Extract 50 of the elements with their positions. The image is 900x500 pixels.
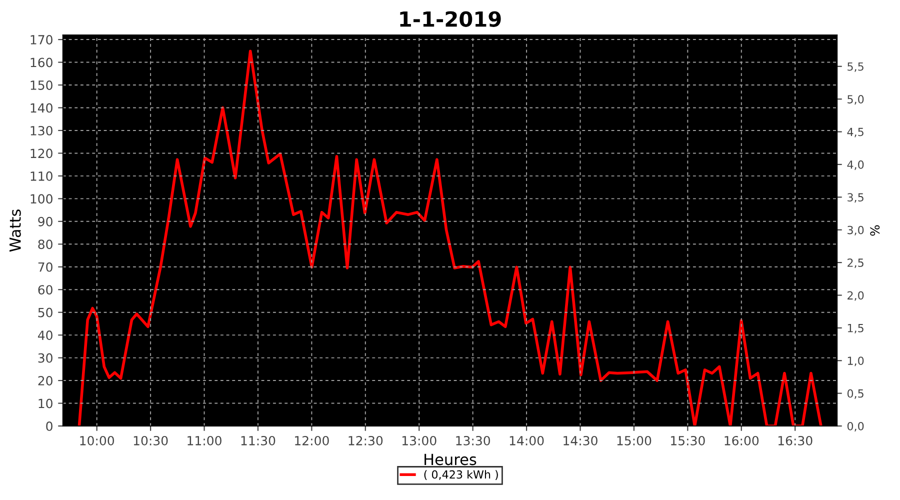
y-tick-label: 50: [38, 308, 52, 318]
y2-tick-label: 1,0: [848, 356, 864, 366]
y-tick-label: 20: [38, 376, 52, 386]
x-tick-label: 12:00: [295, 436, 329, 446]
x-tick-label: 15:00: [617, 436, 652, 446]
y2-tick-label: 1,5: [848, 324, 864, 334]
legend-label: ( 0,423 kWh ): [424, 470, 498, 480]
x-tick-label: 10:30: [134, 436, 168, 446]
y2-tick-label: 2,0: [848, 291, 864, 301]
y2-tick-label: 0,0: [847, 422, 864, 432]
y-tick-label: 30: [38, 353, 52, 363]
y2-tick-label: 3,5: [848, 193, 864, 203]
y2-tick-label: 0,5: [847, 389, 864, 399]
y-tick-label: 100: [30, 194, 52, 204]
y2-tick-label: 4,5: [847, 128, 864, 138]
y2-tick-label: 4,0: [847, 160, 864, 170]
y-tick-label: 70: [38, 262, 52, 272]
x-tick-label: 15:30: [671, 436, 705, 446]
y-tick-label: 60: [38, 285, 52, 295]
y-tick-label: 10: [38, 398, 52, 408]
y-tick-label: 0: [46, 421, 52, 431]
y-tick-label: 40: [38, 330, 52, 340]
x-tick-label: 12:30: [348, 436, 383, 446]
x-axis-title: Heures: [424, 454, 476, 466]
y-tick-label: 150: [30, 80, 52, 90]
x-tick-label: 14:30: [564, 436, 598, 446]
y-axis-title: Watts: [10, 210, 21, 252]
y2-tick-label: 5,5: [848, 62, 864, 72]
x-tick-label: 10:00: [80, 436, 114, 446]
y2-tick-label: 5,0: [848, 95, 864, 105]
x-tick-label: 16:30: [778, 436, 812, 446]
y2-axis-title: %: [870, 225, 880, 236]
x-tick-label: 13:30: [456, 436, 490, 446]
y2-tick-label: 3,0: [848, 226, 864, 236]
line-series: [78, 50, 822, 426]
y-tick-label: 170: [30, 35, 52, 44]
y2-tick-label: 2,5: [848, 258, 864, 268]
x-tick-label: 13:00: [402, 436, 436, 446]
x-tick-label: 11:30: [241, 436, 276, 446]
chart-title: 1-1-2019: [400, 11, 501, 27]
x-tick-label: 16:00: [724, 436, 759, 446]
y-tick-label: 80: [38, 240, 52, 250]
x-tick-label: 11:00: [188, 436, 222, 446]
y-tick-label: 110: [30, 171, 52, 181]
y-tick-label: 120: [30, 148, 52, 158]
y-tick-label: 140: [30, 103, 52, 113]
y-tick-label: 130: [30, 126, 52, 136]
x-tick-label: 14:00: [510, 436, 544, 446]
y-tick-label: 160: [30, 58, 52, 68]
y-tick-label: 90: [38, 216, 52, 226]
